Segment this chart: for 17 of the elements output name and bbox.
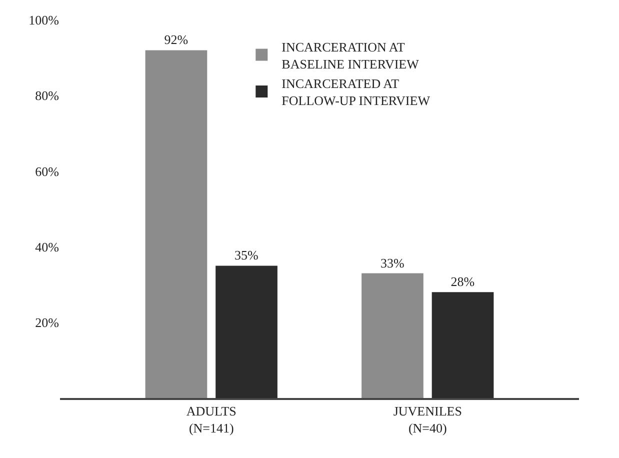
x-tick-label: ADULTS (N=141) bbox=[186, 404, 236, 436]
y-tick-label: 80% bbox=[35, 88, 60, 104]
bar bbox=[145, 50, 208, 398]
x-tick-label: JUVENILES (N=40) bbox=[393, 404, 462, 436]
legend-label: INCARCERATED AT FOLLOW-UP INTERVIEW bbox=[282, 76, 431, 108]
y-tick-label: 40% bbox=[35, 239, 60, 254]
text: 92% bbox=[164, 32, 188, 48]
y-tick-label: 20% bbox=[35, 314, 60, 330]
legend-label: INCARCERATION AT BASELINE INTERVIEW bbox=[282, 39, 420, 72]
y-tick-label: 60% bbox=[35, 164, 60, 179]
text: 35% bbox=[234, 248, 258, 263]
bar bbox=[432, 292, 494, 398]
bar bbox=[216, 266, 278, 398]
text: 28% bbox=[450, 274, 475, 290]
bar bbox=[362, 273, 424, 398]
y-tick-label: 100% bbox=[28, 12, 60, 28]
text: 33% bbox=[380, 255, 404, 270]
